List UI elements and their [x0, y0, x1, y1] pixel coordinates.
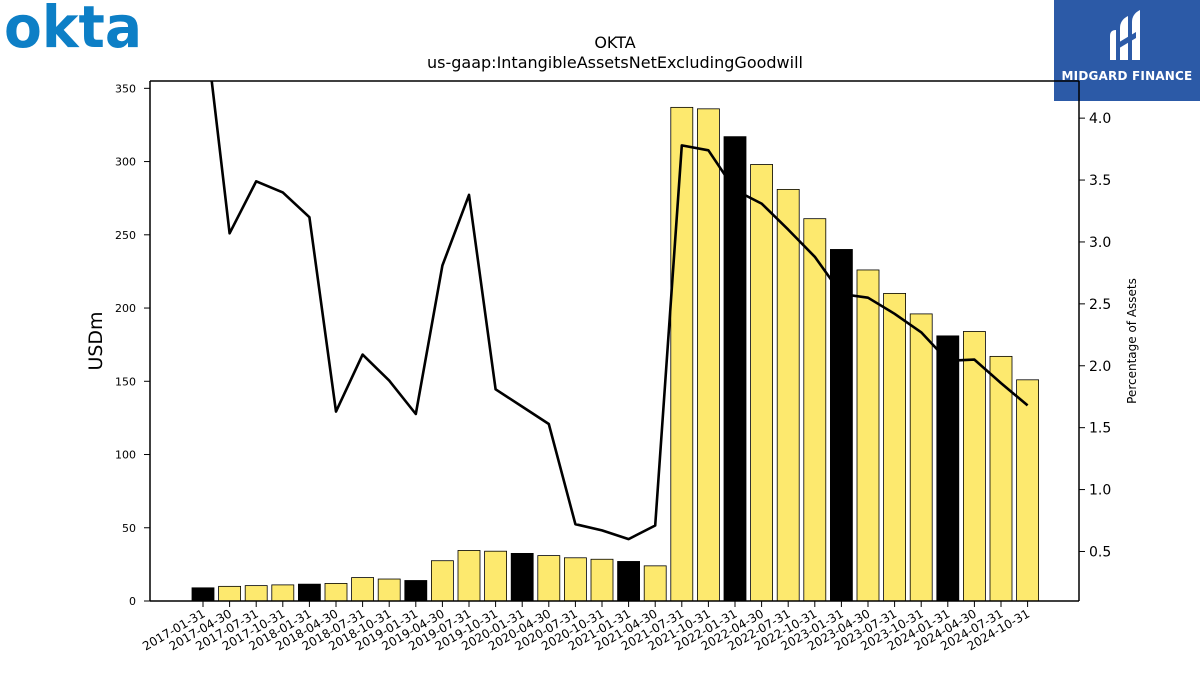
bar: [723, 136, 747, 602]
chart-title: OKTA: [594, 33, 635, 52]
bar: [670, 106, 694, 602]
bar: [218, 585, 242, 602]
bar: [430, 560, 454, 602]
bar: [324, 583, 348, 602]
y2-tick-label: 1.0: [1089, 483, 1111, 499]
bar: [297, 583, 321, 602]
bar: [510, 552, 534, 602]
bar: [697, 108, 720, 602]
bar: [537, 555, 561, 602]
bar: [936, 335, 960, 602]
midgard-finance-text: MIDGARD FINANCE: [1061, 69, 1193, 83]
y2-tick-label: 3.5: [1089, 173, 1111, 189]
bar: [856, 269, 880, 602]
y-tick-label: 350: [115, 82, 136, 95]
y-axis-label: USDm: [85, 311, 107, 370]
bar: [271, 584, 295, 602]
bar: [484, 550, 508, 602]
y2-tick-label: 4.0: [1089, 111, 1111, 127]
y2-tick-label: 0.5: [1089, 544, 1111, 560]
y-tick-label: 250: [115, 229, 136, 242]
bar: [750, 164, 773, 602]
y-tick-label: 150: [115, 375, 136, 388]
y2-tick-label: 3.0: [1089, 235, 1111, 251]
bar: [617, 561, 640, 602]
bar: [643, 565, 667, 602]
midgard-finance-badge: MIDGARD FINANCE: [1054, 0, 1200, 101]
bar: [564, 557, 587, 602]
y2-tick-label: 2.5: [1089, 297, 1111, 313]
bar: [883, 292, 906, 602]
y2-axis-label: Percentage of Assets: [1125, 278, 1139, 404]
bar: [989, 355, 1013, 602]
chart-subtitle: us-gaap:IntangibleAssetsNetExcludingGood…: [427, 53, 803, 72]
y-tick-label: 300: [115, 156, 136, 169]
bar: [377, 578, 401, 602]
y2-tick-label: 2.0: [1089, 359, 1111, 375]
bar: [776, 188, 800, 602]
bar: [404, 580, 428, 602]
bar: [351, 577, 375, 602]
y-tick-label: 200: [115, 302, 136, 315]
y-tick-label: 100: [115, 449, 136, 462]
y-tick-label: 0: [129, 595, 136, 608]
bar: [803, 218, 827, 602]
percentage-line: [210, 81, 1029, 541]
bar: [457, 550, 481, 602]
bar: [909, 313, 933, 602]
bar: [590, 558, 614, 602]
okta-logo: okta: [4, 0, 142, 60]
bar: [191, 587, 215, 602]
bar: [244, 585, 268, 602]
midgard-logo-icon: [1110, 10, 1140, 60]
y2-tick-label: 1.5: [1089, 421, 1111, 437]
bar: [830, 249, 853, 602]
y-tick-label: 50: [122, 522, 136, 535]
okta-logo-text: okta: [4, 0, 142, 60]
bar: [963, 331, 986, 602]
bar: [1016, 379, 1039, 602]
